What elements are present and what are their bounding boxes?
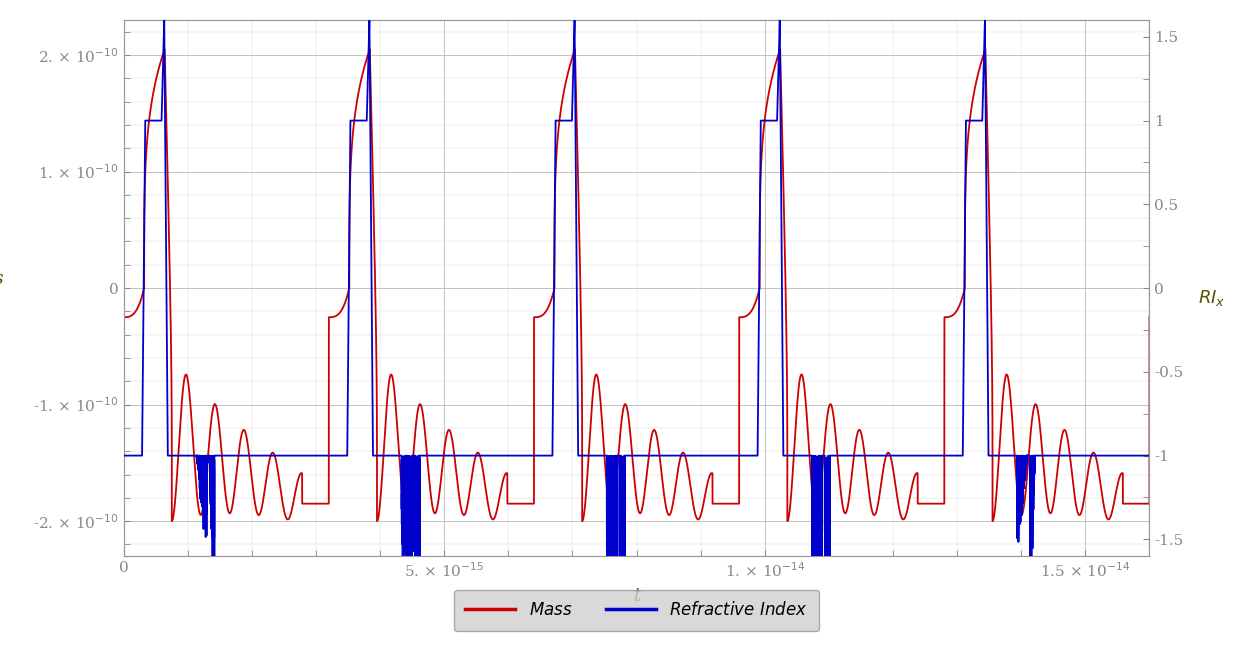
X-axis label: t: t — [633, 587, 640, 604]
Y-axis label: $RI_x$: $RI_x$ — [1198, 288, 1225, 308]
Legend: $Mass$, $Refractive\ Index$: $Mass$, $Refractive\ Index$ — [454, 590, 819, 631]
Y-axis label: Mass: Mass — [0, 270, 4, 288]
